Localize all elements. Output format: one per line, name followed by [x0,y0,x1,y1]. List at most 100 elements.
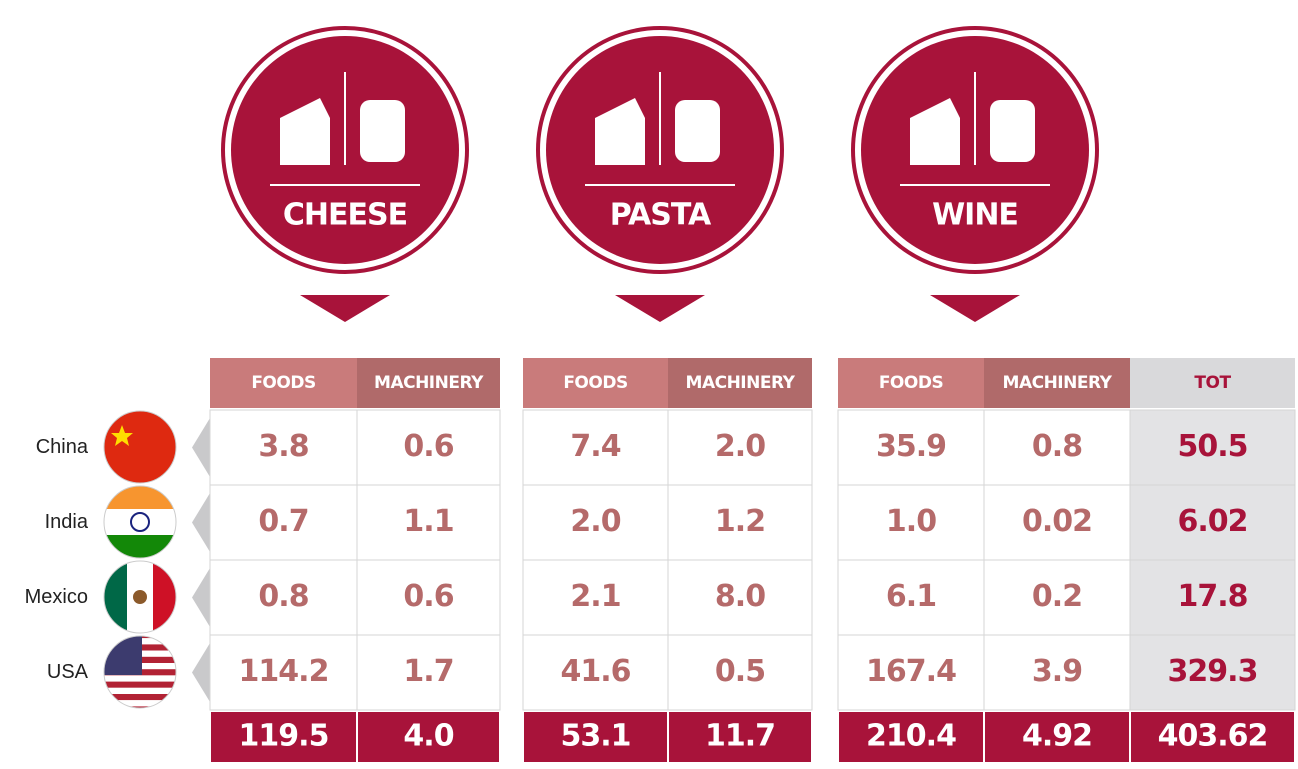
stripe [104,706,176,708]
category-label: CHEESE [283,198,407,233]
total-value: 119.5 [239,719,329,754]
country-label: India [45,511,89,533]
total-value: 53.1 [560,719,630,754]
cell-value: 3.8 [258,429,308,464]
row-pointer [192,418,210,477]
flags [103,410,177,709]
stripe [104,681,176,688]
cell [522,484,669,561]
header-cell [838,358,984,408]
flag-mexico [104,561,176,633]
stripe [104,675,176,682]
flag-usa [104,636,176,708]
cell [356,634,501,711]
header-cell [668,358,812,408]
cell [983,409,1131,486]
header-cell [357,358,500,408]
category-label: PASTA [610,198,712,233]
cell-value: 7.4 [570,429,620,464]
cell-value: 0.6 [403,579,453,614]
cell [522,634,669,711]
total-value: 4.92 [1022,719,1092,754]
cell-value: 3.9 [1032,654,1082,689]
data-table: FOODS MACHINERY FOODS MACHINERY FOODS MACHINE… [25,358,1296,762]
total-value: 403.62 [1158,719,1268,754]
cell [356,559,501,636]
cell-value: 1.1 [403,504,453,539]
total-cell [211,712,356,762]
food-icon [280,98,330,165]
cell-value: 2.1 [570,579,620,614]
cell [837,484,985,561]
total-value: 11.7 [705,719,775,754]
stripe [104,694,176,701]
column-header: MACHINERY [686,373,796,393]
cell [667,559,813,636]
food-icon [910,98,960,165]
cell-value: 0.6 [403,429,453,464]
header-cell [984,358,1130,408]
total-value: 4.0 [403,719,453,754]
machine-icon [675,100,720,162]
category-label: WINE [932,198,1018,233]
column-header: FOODS [251,373,315,393]
cell [837,634,985,711]
cell-value: 114.2 [239,654,329,689]
cell-value: 6.02 [1177,504,1247,539]
category-badges: CHEESE PASTA WINE [221,26,1099,322]
machine-icon [360,100,405,162]
cell-value: 0.5 [715,654,765,689]
cell [522,559,669,636]
cell [667,484,813,561]
column-header: FOODS [879,373,943,393]
canton [104,636,142,675]
cell [1129,634,1296,711]
badge-ring [851,26,1099,274]
cell [209,559,358,636]
column-header: TOT [1194,373,1231,393]
row-pointer [192,493,210,552]
cell [667,409,813,486]
machine-icon [990,100,1035,162]
cell-value: 1.2 [715,504,765,539]
total-cell [839,712,983,762]
cell-value: 50.5 [1177,429,1247,464]
flag-china [104,411,176,483]
country-label: Mexico [25,586,88,608]
header-cell [210,358,357,408]
cell-value: 0.02 [1022,504,1092,539]
cell [983,559,1131,636]
cell-value: 2.0 [715,429,765,464]
header-cell [523,358,668,408]
badge-ring [536,26,784,274]
cell-value: 167.4 [866,654,956,689]
total-cell [1131,712,1294,762]
total-value: 210.4 [866,719,956,754]
cell [356,409,501,486]
row-pointer [192,643,210,702]
stripe [104,687,176,694]
cell-value: 329.3 [1168,654,1258,689]
country-label: China [36,436,89,458]
cell [209,484,358,561]
cell-value: 17.8 [1177,579,1247,614]
pointer [300,295,390,322]
row-pointer [192,568,210,627]
cell-value: 0.7 [258,504,308,539]
cell-value: 1.0 [886,504,936,539]
country-label: USA [47,661,89,683]
column-header: FOODS [563,373,627,393]
cell [837,409,985,486]
cell-value: 2.0 [570,504,620,539]
total-cell [669,712,811,762]
cell [667,634,813,711]
cell [983,634,1131,711]
cell-value: 0.8 [258,579,308,614]
food-icon [595,98,645,165]
cell [1129,484,1296,561]
cell-value: 1.7 [403,654,453,689]
flag-india [104,486,176,558]
total-cell [358,712,499,762]
header-cell [1130,358,1295,408]
